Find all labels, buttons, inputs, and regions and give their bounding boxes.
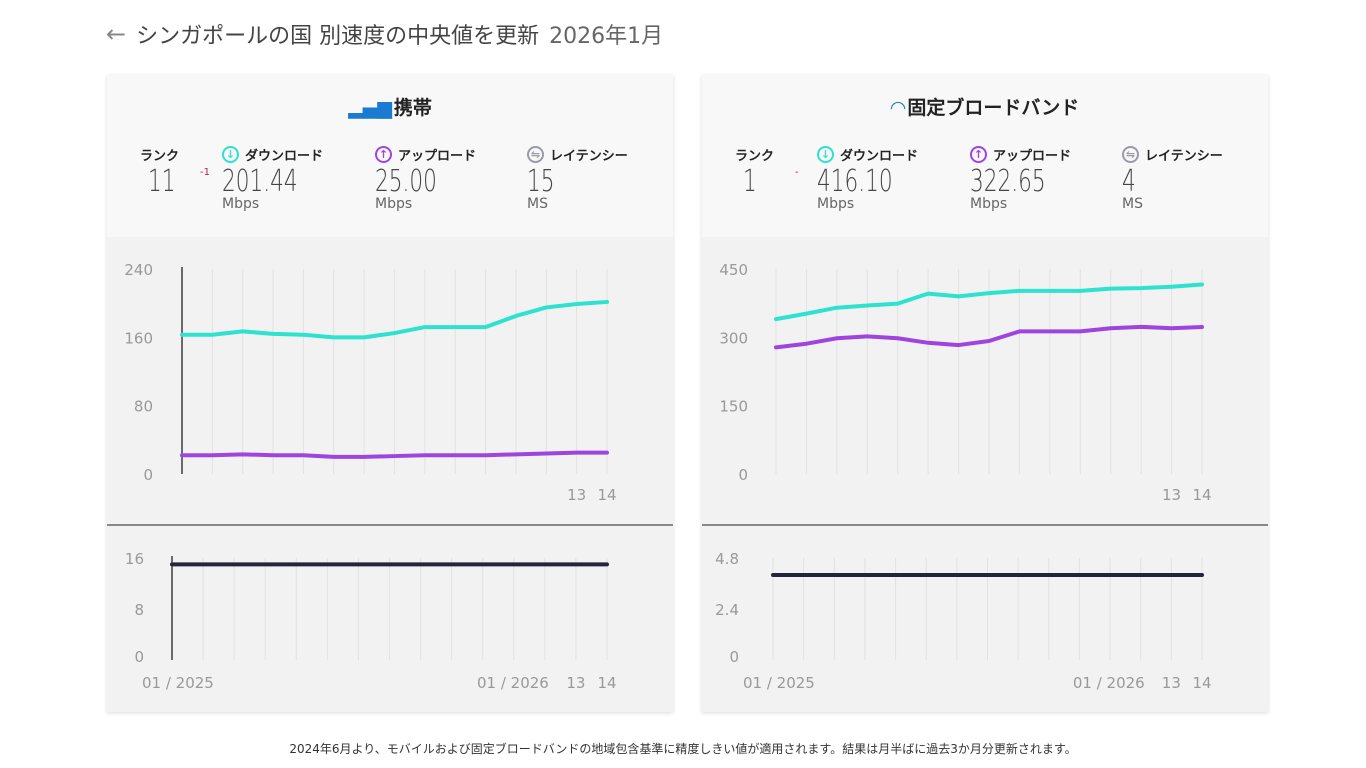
rank-change: - [795,167,799,178]
mobile-card: ▂▄▆ 携帯 ランク 11 -1 ↓ ダウンロード 201.44 Mbps ↑ アップロード 25.… [107,75,673,712]
y-tick-label: 150 [719,398,748,416]
arrow-left-icon[interactable]: ← [106,20,127,48]
y-tick-label: 8 [134,601,144,619]
y-tick-label: 0 [134,648,144,666]
download-stat: ↓ ダウンロード 416.10 Mbps [817,145,922,212]
upload-label: ↑ アップロード [375,145,476,164]
rank-label-text: ランク [735,149,775,164]
upload-label-text: アップロード [993,149,1072,164]
rank-stat: ランク 11 -1 [140,145,210,200]
y-tick-label: 80 [134,398,153,416]
upload-series-line [180,450,609,459]
y-tick-label: 0 [729,648,739,666]
y-tick-label: 160 [124,329,153,347]
y-tick-label: 16 [125,550,144,568]
fixed-broadband-card: ◠ 固定ブロードバンド ランク 1- ↓ ダウンロード 416.10 Mbps ↑ アップロード… [702,75,1268,712]
x-tick-label: 13 [567,486,586,504]
download-series-line [774,282,1204,322]
download-value: 416.10 [817,164,893,199]
latency-value: 15 [527,164,555,199]
rank-value: 1 [743,164,757,199]
upload-label: ↑ アップロード [970,145,1075,164]
x-tick-label: 01 / 2026 [477,674,549,692]
latency-stat: ⇋ レイテンシー 15 MS [527,145,628,212]
page-title: シンガポールの国 別速度の中央値を更新 [136,24,540,49]
x-tick-label: 14 [1192,486,1211,504]
x-tick-label: 14 [597,486,616,504]
download-series-line [180,299,609,340]
x-tick-label: 13 [566,674,585,692]
upload-icon: ↑ [375,146,392,163]
download-value: 201.44 [222,164,298,199]
download-label: ↓ ダウンロード [222,145,327,164]
latency-value: 4 [1122,164,1136,199]
card-title-text: 固定ブロードバンド [907,97,1080,119]
y-tick-label: 0 [143,466,153,484]
download-label-text: ダウンロード [245,149,324,164]
upload-stat: ↑ アップロード 322.65 Mbps [970,145,1075,212]
latency-stat: ⇋ レイテンシー 4 MS [1122,145,1223,212]
rank-stat: ランク 1 - [735,145,799,200]
x-tick-label: 01 / 2025 [142,674,214,692]
card-title: ◠ 固定ブロードバンド [702,75,1268,120]
upload-stat: ↑ アップロード 25.00 Mbps [375,145,476,212]
latency-icon: ⇋ [1122,146,1139,163]
upload-unit: Mbps [970,196,1008,212]
latency-label: ⇋ レイテンシー [527,145,628,164]
upload-series-line [774,324,1204,350]
page-date: 2026年1月 [549,24,664,49]
y-tick-label: 0 [738,466,748,484]
charts: 0 150 300 450 13 14 0 2.4 4.8 01 / 2025 01 / 2026 1… [702,261,1268,692]
download-icon: ↓ [222,146,239,163]
signal-bars-icon: ▂▄▆ [348,97,392,119]
card-title-text: 携帯 [393,97,432,119]
download-unit: Mbps [817,196,855,212]
page-title-row: ← シンガポールの国 別速度の中央値を更新 2026年1月 [106,18,663,50]
x-tick-label: 14 [1192,674,1211,692]
upload-icon: ↑ [970,146,987,163]
latency-label-text: レイテンシー [1145,149,1223,164]
download-unit: Mbps [222,196,260,212]
y-tick-label: 450 [719,261,748,279]
download-label-text: ダウンロード [840,149,919,164]
footnote: 2024年6月より、モバイルおよび固定ブロードバンドの地域包含基準に精度しきい値… [289,742,1077,756]
rank-label-text: ランク [140,149,180,164]
download-stat: ↓ ダウンロード 201.44 Mbps [222,145,327,212]
latency-icon: ⇋ [527,146,544,163]
x-tick-label: 13 [1162,674,1181,692]
latency-unit: MS [1122,196,1143,212]
upload-label-text: アップロード [398,149,477,164]
y-tick-label: 2.4 [715,601,739,619]
upload-value: 25.00 [375,164,437,199]
download-label: ↓ ダウンロード [817,145,922,164]
download-icon: ↓ [817,146,834,163]
latency-label: ⇋ レイテンシー [1122,145,1223,164]
rank-label: ランク [140,145,186,164]
upload-value: 322.65 [970,164,1046,199]
rank-value: 11 [148,164,176,199]
charts: 0 80 160 240 13 14 0 8 16 01 / 2025 01 / 2026 13 14 [107,261,673,692]
rank-change: -1 [200,167,210,178]
upload-unit: Mbps [375,196,413,212]
y-tick-label: 4.8 [715,550,739,568]
x-tick-label: 13 [1162,486,1181,504]
x-tick-label: 14 [597,674,616,692]
x-tick-label: 01 / 2026 [1073,674,1145,692]
latency-label-text: レイテンシー [550,149,628,164]
rank-label: ランク [735,145,774,164]
wifi-icon: ◠ [890,97,906,119]
y-tick-label: 240 [124,261,153,279]
y-tick-label: 300 [719,329,748,347]
x-tick-label: 01 / 2025 [743,674,815,692]
latency-unit: MS [527,196,548,212]
card-title: ▂▄▆ 携帯 [107,75,673,120]
